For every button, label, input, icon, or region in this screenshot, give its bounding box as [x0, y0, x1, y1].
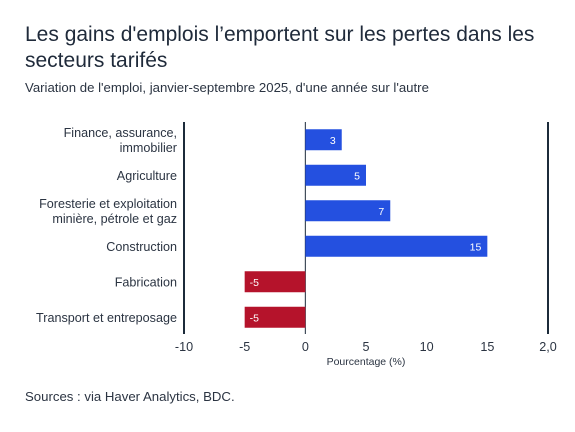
category-label: Finance, assurance, immobilier	[64, 126, 177, 155]
category-label: Agriculture	[117, 169, 177, 183]
x-tick-label: 0	[302, 340, 309, 354]
category-label: Transport et entreposage	[36, 311, 177, 325]
x-tick-label: 10	[420, 340, 434, 354]
bar-4	[244, 271, 306, 293]
bar-value-label: -5	[250, 312, 259, 324]
x-tick-label: 15	[480, 340, 494, 354]
bar-3	[305, 235, 488, 257]
x-tick-label: 5	[362, 340, 369, 354]
bar-0	[305, 129, 342, 151]
category-label: Fabrication	[115, 275, 177, 289]
bar-5	[244, 306, 306, 328]
chart-title: Les gains d'emplois l’emportent sur les …	[25, 23, 535, 72]
x-axis-title: Pourcentage (%)	[327, 356, 406, 368]
bar-value-label: 5	[354, 170, 360, 182]
chart-subtitle: Variation de l'emploi, janvier-septembre…	[25, 80, 429, 95]
category-label: Construction	[106, 240, 177, 254]
bar-value-label: 3	[330, 135, 336, 147]
bar-value-label: 15	[470, 241, 482, 253]
bar-1	[305, 164, 366, 186]
source-note: Sources : via Haver Analytics, BDC.	[25, 389, 235, 404]
x-tick-label: 2,0	[539, 340, 557, 354]
bar-2	[305, 200, 391, 222]
bar-value-label: -5	[250, 277, 259, 289]
bar-value-label: 7	[378, 206, 384, 218]
category-label: Foresterie et exploitation minière, pétro…	[39, 197, 177, 226]
x-tick-label: -10	[175, 340, 193, 354]
x-tick-label: -5	[239, 340, 250, 354]
